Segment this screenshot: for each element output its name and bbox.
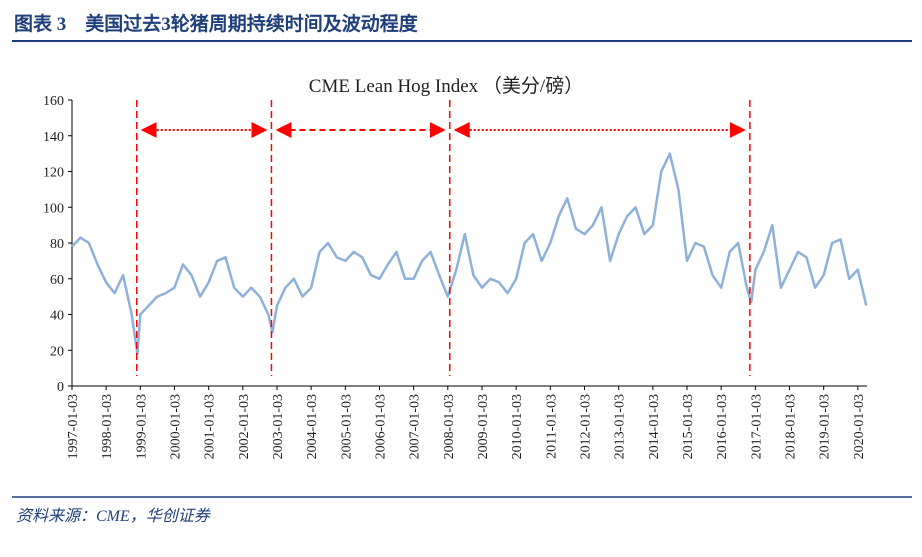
x-tick-label: 2001-01-03 xyxy=(203,394,218,459)
source: 资料来源：CME，华创证券 xyxy=(16,507,212,525)
x-tick-label: 2005-01-03 xyxy=(339,394,354,459)
x-tick-label: 2011-01-03 xyxy=(544,394,559,459)
x-tick-label: 2012-01-03 xyxy=(578,394,593,459)
x-tick-label: 2019-01-03 xyxy=(818,394,833,459)
y-tick-label: 120 xyxy=(43,166,64,181)
y-tick-label: 160 xyxy=(43,94,64,109)
x-tick-label: 2015-01-03 xyxy=(681,394,696,459)
x-tick-label: 2020-01-03 xyxy=(852,394,867,459)
x-tick-label: 2004-01-03 xyxy=(305,394,320,459)
x-tick-label: 2018-01-03 xyxy=(784,394,799,459)
x-tick-label: 2017-01-03 xyxy=(749,394,764,459)
chart-title: CME Lean Hog Index （美分/磅） xyxy=(309,75,583,97)
x-tick-label: 2014-01-03 xyxy=(647,394,662,459)
x-tick-label: 1998-01-03 xyxy=(100,394,115,459)
x-tick-label: 2008-01-03 xyxy=(442,394,457,459)
y-tick-label: 80 xyxy=(50,237,64,252)
x-tick-label: 2016-01-03 xyxy=(715,394,730,459)
x-tick-label: 2000-01-03 xyxy=(168,394,183,459)
x-tick-label: 2006-01-03 xyxy=(374,394,389,459)
y-tick-label: 20 xyxy=(50,344,64,359)
x-tick-label: 2009-01-03 xyxy=(476,394,491,459)
x-tick-label: 2010-01-03 xyxy=(510,394,525,459)
header-title: 图表 3 美国过去3轮猪周期持续时间及波动程度 xyxy=(14,12,419,35)
y-tick-label: 0 xyxy=(57,380,64,395)
x-tick-label: 2013-01-03 xyxy=(613,394,628,459)
y-tick-label: 140 xyxy=(43,130,64,145)
x-tick-label: 2002-01-03 xyxy=(237,394,252,459)
x-tick-label: 2003-01-03 xyxy=(271,394,286,459)
x-tick-label: 1997-01-03 xyxy=(66,394,81,459)
x-tick-label: 2007-01-03 xyxy=(408,394,423,459)
x-tick-label: 1999-01-03 xyxy=(134,394,149,459)
y-tick-label: 40 xyxy=(50,309,64,324)
y-tick-label: 60 xyxy=(50,273,64,288)
y-tick-label: 100 xyxy=(43,201,64,216)
data-line xyxy=(71,152,868,356)
